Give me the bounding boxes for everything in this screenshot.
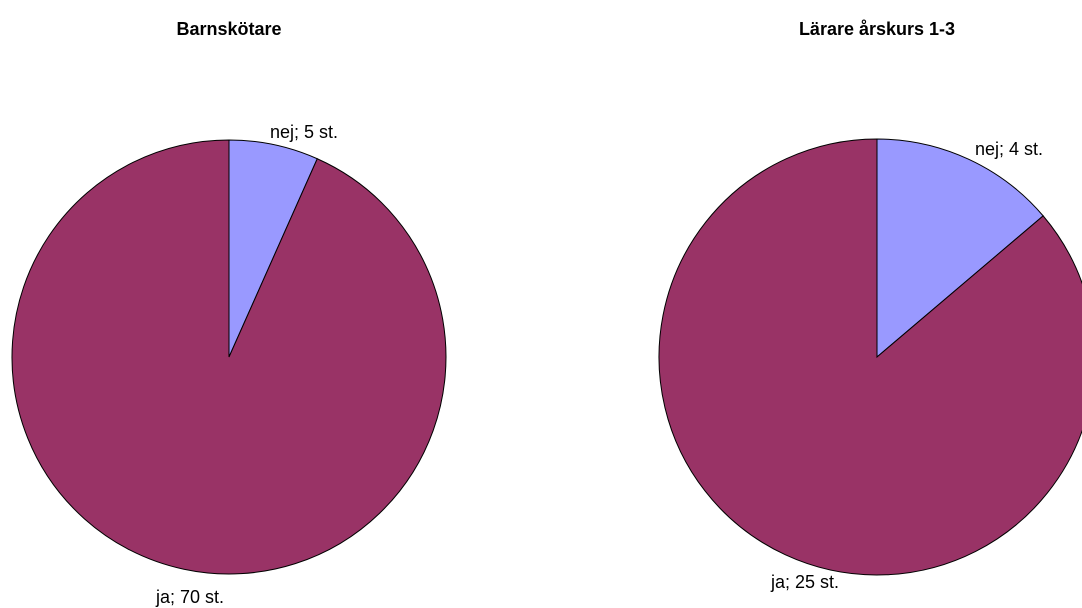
pie-slice bbox=[876, 138, 1044, 359]
data-label: nej; 4 st. bbox=[975, 139, 1043, 159]
pie-slice bbox=[658, 138, 1082, 576]
chart-title: Lärare årskurs 1-3 bbox=[799, 19, 955, 39]
data-label: nej; 5 st. bbox=[270, 122, 338, 142]
chart-title: Barnskötare bbox=[176, 19, 281, 39]
data-label: ja; 25 st. bbox=[770, 572, 839, 592]
data-label: ja; 70 st. bbox=[155, 587, 224, 607]
pie-slice bbox=[11, 139, 447, 575]
